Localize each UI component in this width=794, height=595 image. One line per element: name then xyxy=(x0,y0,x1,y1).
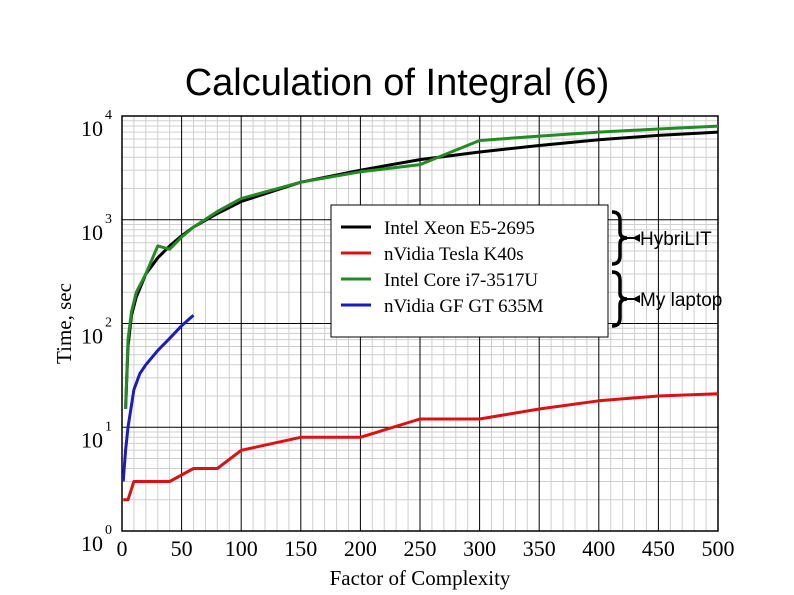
legend: Intel Xeon E5-2695 nVidia Tesla K40s Intel… xyxy=(330,204,609,338)
x-tick-label: 200 xyxy=(344,536,377,561)
x-tick-label: 350 xyxy=(523,536,556,561)
group-label: HybriLIT xyxy=(640,229,712,250)
x-axis-title: Factor of Complexity xyxy=(330,566,511,590)
legend-label: Intel Xeon E5-2695 xyxy=(384,218,535,239)
x-tick-label: 250 xyxy=(404,536,437,561)
y-tick-label: 10 xyxy=(81,531,103,556)
series-line-3 xyxy=(124,124,719,410)
y-tick-label: 10 xyxy=(81,324,103,349)
y-tick-exponent: 2 xyxy=(105,316,112,331)
y-axis-title: Time, sec xyxy=(52,283,76,364)
group-arrow-head xyxy=(632,295,640,303)
x-tick-label: 400 xyxy=(582,536,615,561)
y-tick-exponent: 1 xyxy=(105,419,112,434)
plot-frame xyxy=(121,115,719,532)
slide-title: Calculation of Integral (6) xyxy=(184,62,610,104)
x-tick-label: 100 xyxy=(225,536,258,561)
legend-label: nVidia GF GT 635M xyxy=(384,296,544,317)
group-arrow-head xyxy=(632,234,640,242)
x-tick-label: 300 xyxy=(463,536,496,561)
legend-box xyxy=(330,204,609,338)
y-tick-exponent: 0 xyxy=(105,523,112,538)
series-line-2 xyxy=(123,392,719,502)
group-label: My laptop xyxy=(640,290,722,311)
y-tick-exponent: 3 xyxy=(105,212,112,227)
x-tick-label: 50 xyxy=(171,536,193,561)
legend-label: Intel Core i7-3517U xyxy=(384,270,538,291)
x-tick-label: 450 xyxy=(642,536,675,561)
legend-label: nVidia Tesla K40s xyxy=(384,244,524,265)
y-tick-label: 10 xyxy=(81,116,103,141)
x-tick-label: 0 xyxy=(117,536,128,561)
x-tick-label: 150 xyxy=(284,536,317,561)
x-tick-label: 500 xyxy=(702,536,735,561)
y-tick-label: 10 xyxy=(81,427,103,452)
y-tick-exponent: 4 xyxy=(105,108,112,123)
y-tick-label: 10 xyxy=(81,220,103,245)
series-line-4 xyxy=(121,314,195,482)
